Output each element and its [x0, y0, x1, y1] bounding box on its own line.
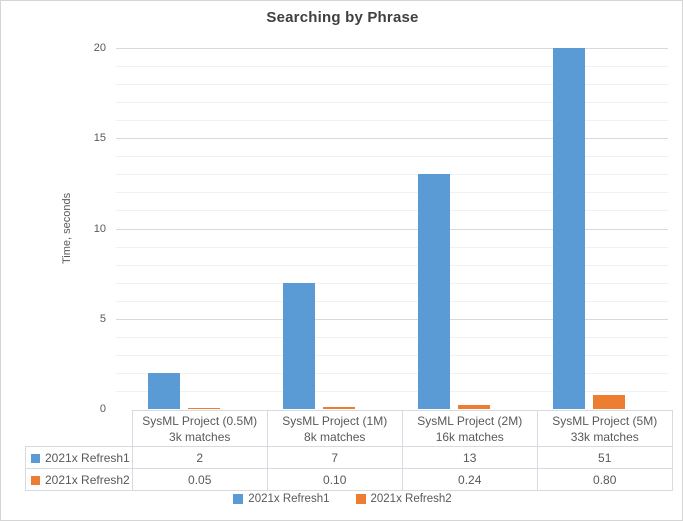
legend-label: 2021x Refresh1	[248, 493, 330, 505]
bar	[458, 405, 490, 409]
table-row: 2021x Refresh2 0.05 0.10 0.24 0.80	[25, 468, 673, 491]
bar	[323, 407, 355, 409]
series-row-label: 2021x Refresh1	[25, 446, 133, 469]
category-header-cell: SysML Project (5M) 33k matches	[536, 410, 673, 447]
table-value-cell: 0.05	[131, 468, 268, 491]
gridline-minor	[116, 192, 668, 193]
series-row-label: 2021x Refresh2	[25, 468, 133, 491]
y-tick-label: 5	[99, 313, 106, 325]
series-key-icon	[31, 453, 40, 463]
bar	[418, 174, 450, 409]
table-value-cell: 0.80	[536, 468, 673, 491]
gridline-major	[116, 48, 668, 49]
bar	[553, 48, 585, 409]
gridline-minor	[116, 174, 668, 175]
table-header-row: SysML Project (0.5M) 3k matches SysML Proj…	[26, 410, 673, 447]
gridline-minor	[116, 156, 668, 157]
chart-legend: 2021x Refresh1 2021x Refresh2	[1, 493, 682, 505]
gridline-major	[116, 229, 668, 230]
y-tick-label: 15	[93, 132, 106, 144]
gridline-minor	[116, 120, 668, 121]
bar	[283, 283, 315, 409]
gridline-minor	[116, 265, 668, 266]
legend-item: 2021x Refresh1	[233, 493, 330, 505]
category-header-cell: SysML Project (1M) 8k matches	[266, 410, 403, 447]
legend-label: 2021x Refresh2	[370, 493, 452, 505]
gridline-minor	[116, 247, 668, 248]
chart-title: Searching by Phrase	[266, 9, 419, 26]
gridline-minor	[116, 283, 668, 284]
table-value-cell: 2	[131, 446, 268, 469]
gridline-major	[116, 319, 668, 320]
y-tick-label: 10	[93, 223, 106, 235]
gridline-major	[116, 138, 668, 139]
gridline-minor	[116, 301, 668, 302]
table-value-cell: 7	[266, 446, 403, 469]
gridline-minor	[116, 210, 668, 211]
gridline-minor	[116, 337, 668, 338]
gridline-minor	[116, 373, 668, 374]
table-corner-cell	[26, 411, 133, 447]
y-tick-label: 0	[99, 403, 106, 415]
bar	[148, 373, 180, 409]
gridline-minor	[116, 66, 668, 67]
legend-key-icon	[233, 494, 244, 504]
series-key-icon	[31, 475, 40, 485]
gridline-minor	[116, 391, 668, 392]
table-value-cell: 0.10	[266, 468, 403, 491]
bar	[188, 408, 220, 409]
table-value-cell: 0.24	[401, 468, 538, 491]
table-row: 2021x Refresh1 2 7 13 51	[25, 446, 673, 469]
data-table: SysML Project (0.5M) 3k matches SysML Proj…	[25, 410, 673, 491]
legend-item: 2021x Refresh2	[355, 493, 452, 505]
gridline-minor	[116, 102, 668, 103]
table-value-cell: 13	[401, 446, 538, 469]
gridline-minor	[116, 84, 668, 85]
legend-key-icon	[355, 494, 366, 504]
y-tick-label: 20	[93, 42, 106, 54]
table-value-cell: 51	[536, 446, 673, 469]
category-header-cell: SysML Project (0.5M) 3k matches	[131, 410, 268, 447]
bar	[593, 395, 625, 409]
category-header-cell: SysML Project (2M) 16k matches	[401, 410, 538, 447]
gridline-minor	[116, 355, 668, 356]
